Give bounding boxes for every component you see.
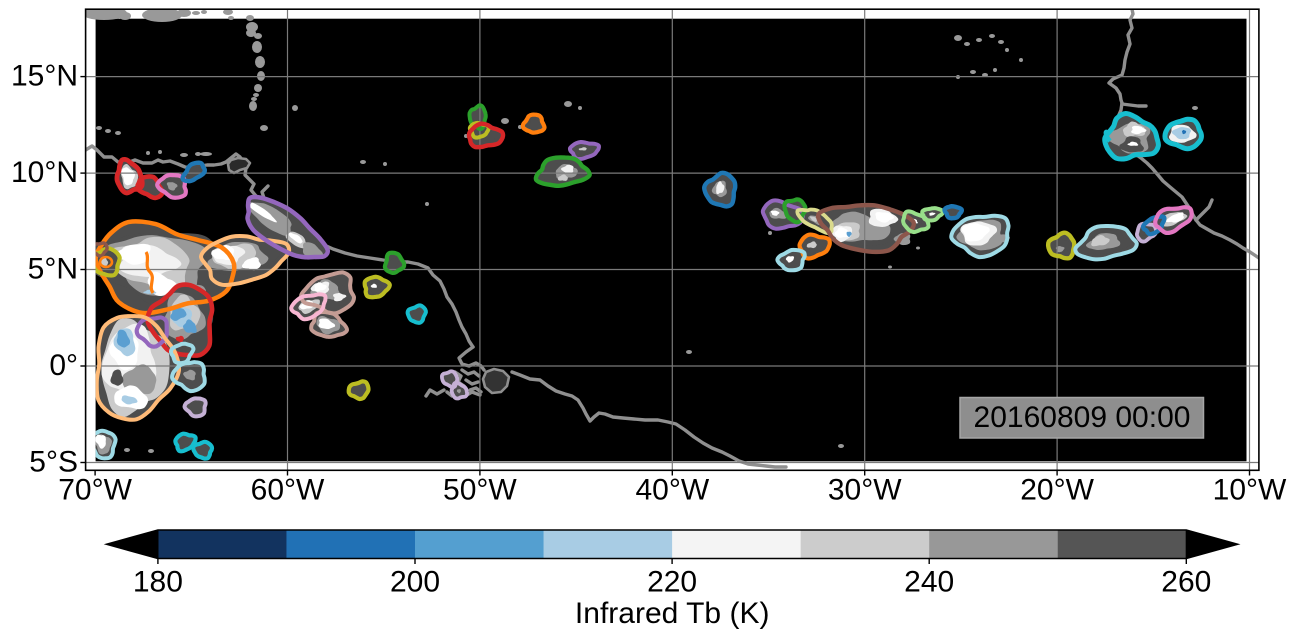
- svg-text:180: 180: [133, 566, 183, 599]
- svg-text:30°W: 30°W: [828, 474, 902, 507]
- svg-text:10°N: 10°N: [11, 156, 78, 189]
- svg-text:20160809 00:00: 20160809 00:00: [974, 401, 1191, 434]
- svg-text:260: 260: [1161, 566, 1211, 599]
- svg-text:5°N: 5°N: [28, 253, 78, 286]
- svg-text:15°N: 15°N: [11, 60, 78, 93]
- svg-text:0°: 0°: [49, 349, 78, 382]
- svg-text:5°S: 5°S: [29, 446, 78, 479]
- svg-text:10°W: 10°W: [1213, 474, 1287, 507]
- svg-text:220: 220: [647, 566, 697, 599]
- svg-text:50°W: 50°W: [443, 474, 517, 507]
- svg-text:200: 200: [390, 566, 440, 599]
- svg-text:20°W: 20°W: [1020, 474, 1094, 507]
- svg-text:240: 240: [904, 566, 954, 599]
- svg-text:60°W: 60°W: [251, 474, 325, 507]
- svg-text:40°W: 40°W: [635, 474, 709, 507]
- svg-text:70°W: 70°W: [58, 474, 132, 507]
- svg-text:Infrared Tb (K): Infrared Tb (K): [575, 597, 770, 630]
